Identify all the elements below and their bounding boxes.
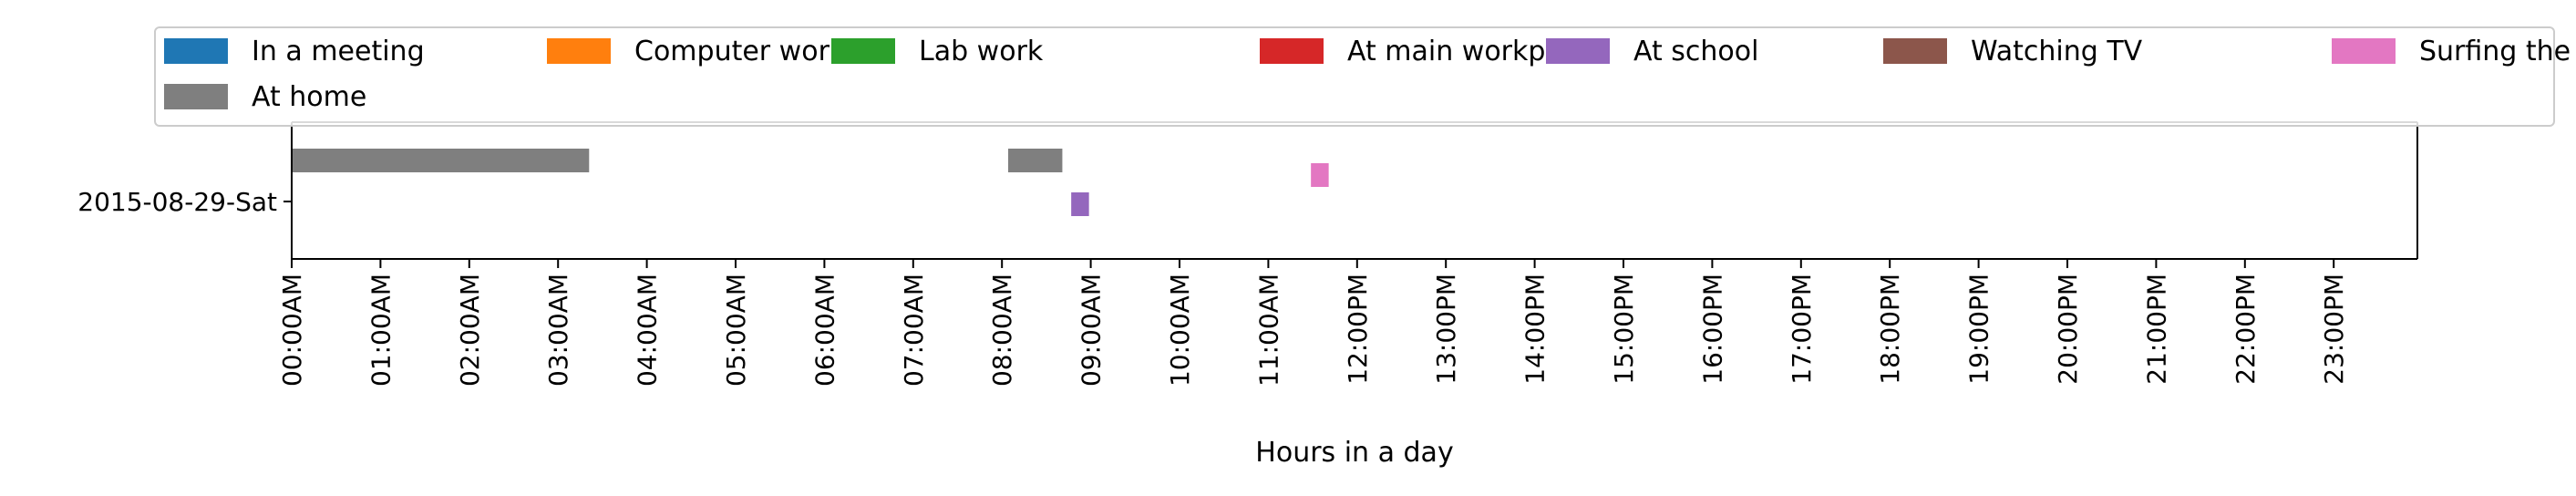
plot-area <box>292 122 2417 259</box>
x-tick-label: 23:00PM <box>2319 274 2349 385</box>
y-categories-layer: 2015-08-29-Sat <box>77 187 292 217</box>
x-ticks-layer: 00:00AM 01:00AM 02:00AM 03:00AM 04:00AM 05:00… <box>277 259 2349 387</box>
x-tick-label: 05:00AM <box>721 274 751 387</box>
x-tick-label: 02:00AM <box>455 274 485 387</box>
x-tick-label: 06:00AM <box>809 274 840 387</box>
x-tick-label: 08:00AM <box>987 274 1017 387</box>
legend-label: Watching TV <box>1971 36 2143 67</box>
x-tick-label: 15:00PM <box>1609 274 1639 385</box>
x-tick-label: 13:00PM <box>1431 274 1461 385</box>
legend-swatch <box>164 84 228 109</box>
bars-layer <box>292 149 1329 216</box>
bar-at-home <box>292 149 590 172</box>
x-tick-label: 19:00PM <box>1964 274 1994 385</box>
x-tick-label: 07:00AM <box>899 274 929 387</box>
plot-background <box>292 122 2417 259</box>
legend-swatch <box>164 38 228 64</box>
legend-label: In a meeting <box>252 36 425 67</box>
x-tick-label: 16:00PM <box>1697 274 1727 385</box>
y-tick-label: 2015-08-29-Sat <box>77 187 277 217</box>
x-tick-label: 01:00AM <box>366 274 396 387</box>
x-tick-label: 11:00AM <box>1253 274 1283 387</box>
legend-frame <box>154 26 2555 127</box>
legend-swatch <box>2332 38 2396 64</box>
legend-label: At home <box>252 81 366 113</box>
legend-label: Lab work <box>919 36 1044 67</box>
legend-swatch <box>831 38 895 64</box>
x-tick-label: 10:00AM <box>1165 274 1195 387</box>
x-tick-label: 12:00PM <box>1343 274 1373 385</box>
legend-swatch <box>1883 38 1947 64</box>
legend-swatch <box>547 38 611 64</box>
x-axis-label: Hours in a day <box>1255 437 1453 469</box>
x-tick-label: 22:00PM <box>2231 274 2261 385</box>
x-tick-label: 09:00AM <box>1077 274 1107 387</box>
x-tick-label: 18:00PM <box>1875 274 1905 385</box>
legend-swatch <box>1546 38 1610 64</box>
x-tick-label: 14:00PM <box>1520 274 1551 385</box>
x-tick-label: 04:00AM <box>633 274 663 387</box>
bar-surfing-the-internet <box>1311 163 1329 187</box>
x-tick-label: 00:00AM <box>277 274 307 387</box>
legend: In a meeting Computer work Lab work At main… <box>154 26 2576 127</box>
legend-swatch <box>1260 38 1324 64</box>
x-tick-label: 03:00AM <box>543 274 573 387</box>
x-tick-label: 21:00PM <box>2141 274 2171 385</box>
bar-at-home <box>1008 149 1063 172</box>
x-tick-label: 20:00PM <box>2053 274 2083 385</box>
legend-label: At school <box>1633 36 1758 67</box>
legend-label: Surfing the internet <box>2419 36 2576 67</box>
x-tick-label: 17:00PM <box>1787 274 1817 385</box>
bar-at-school <box>1071 192 1089 216</box>
legend-label: Computer work <box>634 36 846 67</box>
